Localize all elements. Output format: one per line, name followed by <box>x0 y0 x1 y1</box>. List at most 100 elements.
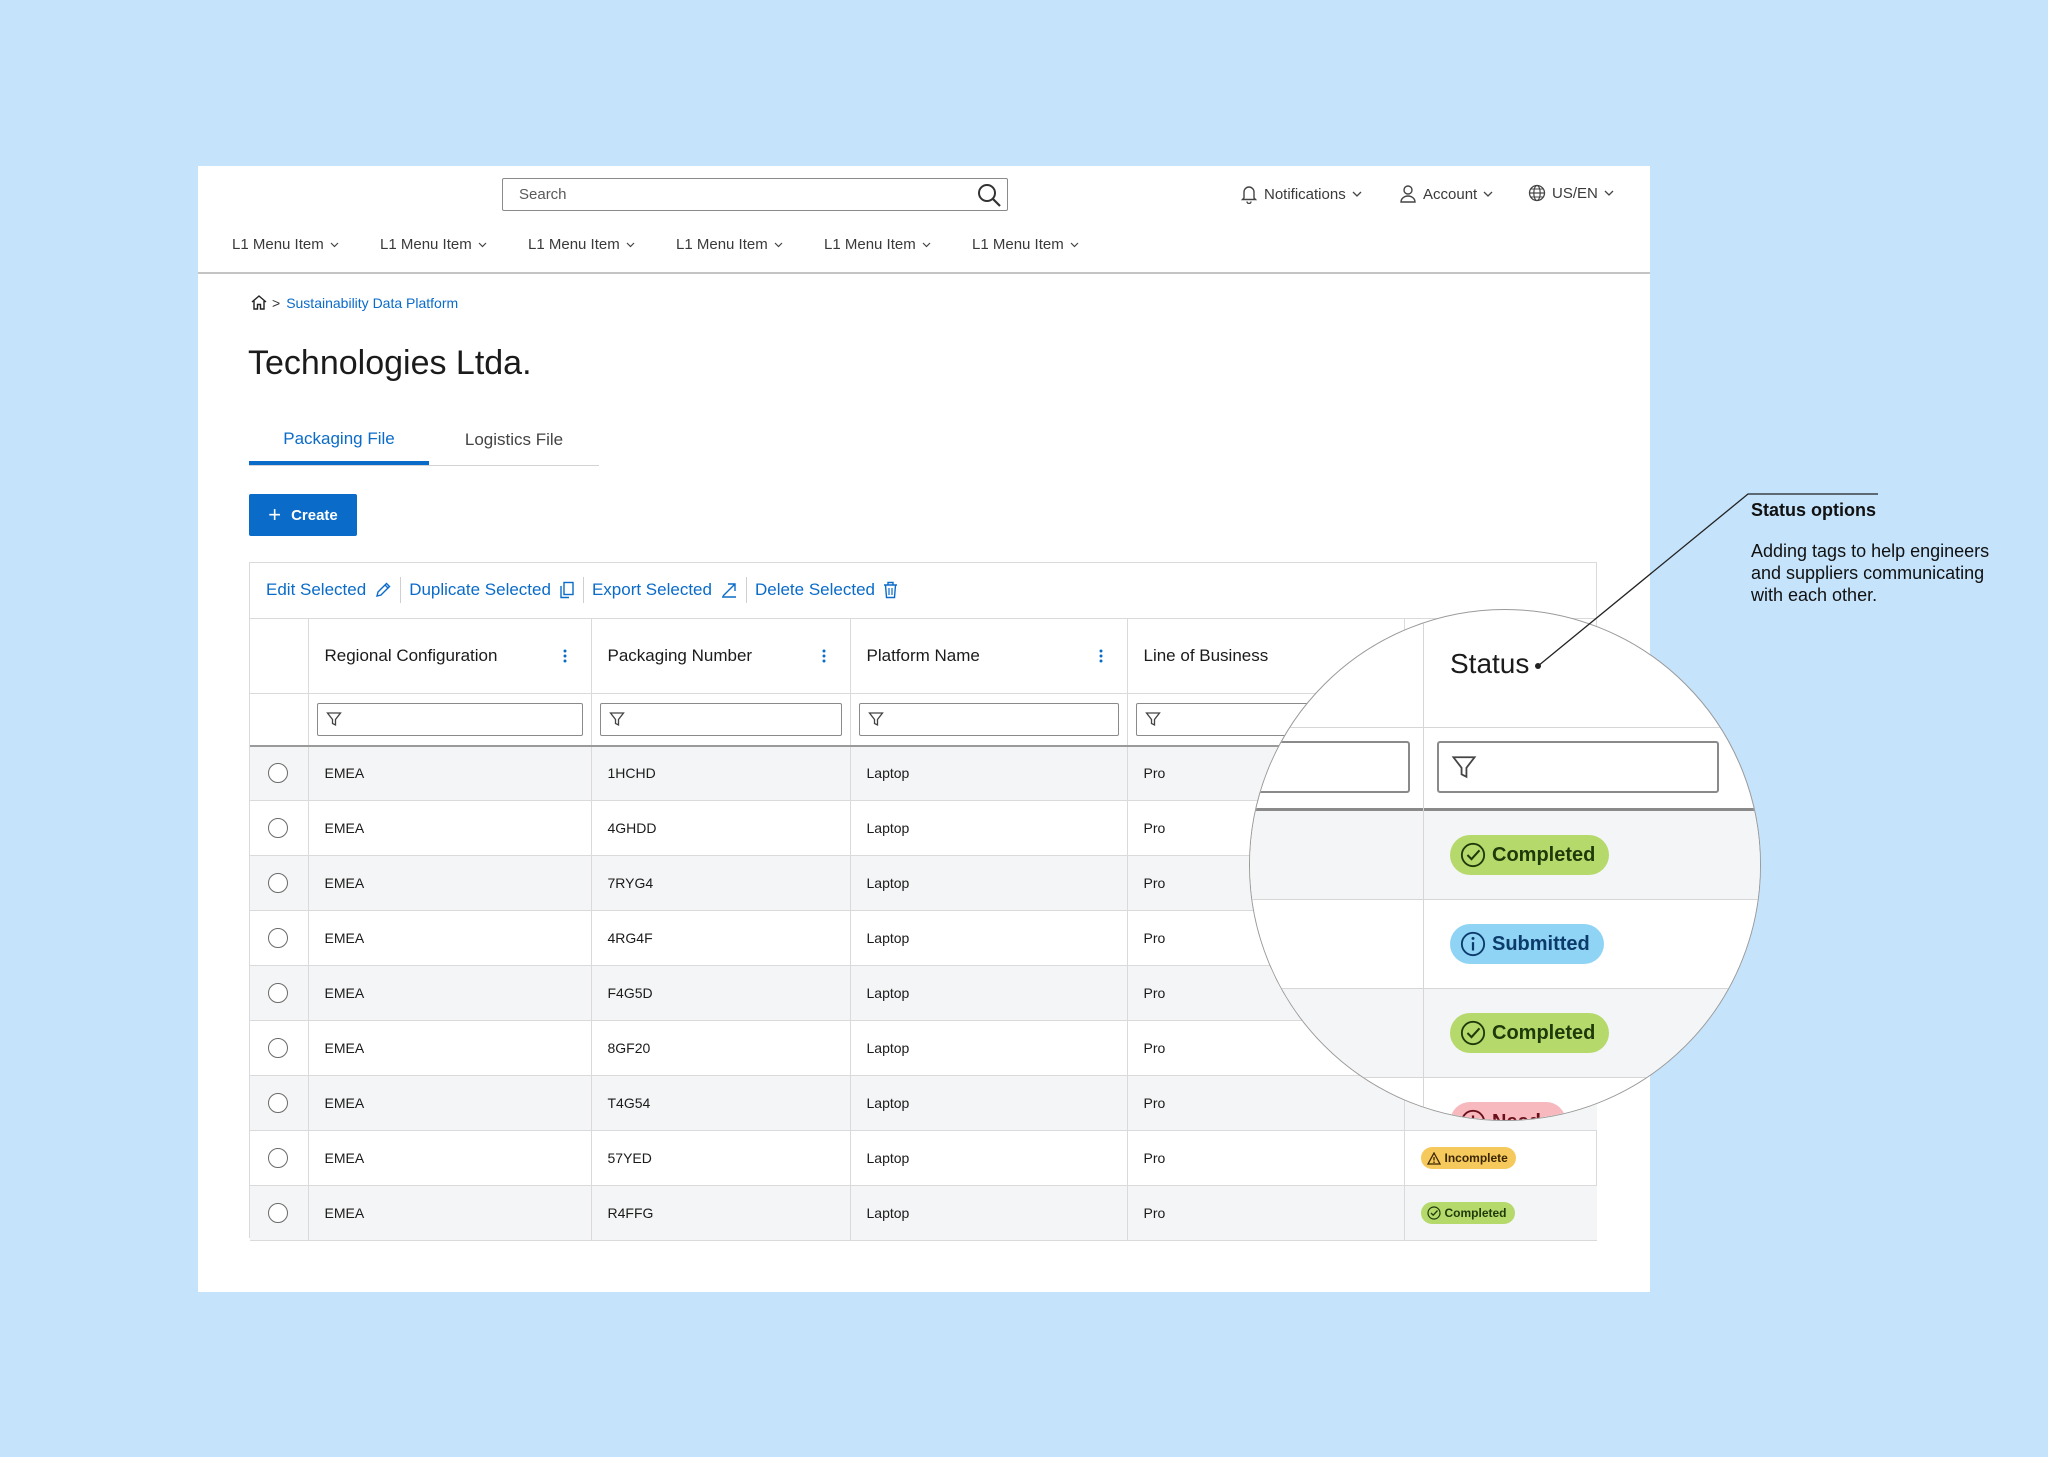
header-divider <box>198 272 1650 274</box>
column-header-regional-configuration[interactable]: Regional Configuration <box>308 618 592 694</box>
chevron-down-icon <box>1483 191 1493 197</box>
duplicate-selected-button[interactable]: Duplicate Selected <box>409 580 575 600</box>
lens-status-badge-label: Needs <box>1492 1111 1552 1121</box>
cell-packaging: 57YED <box>591 1130 851 1186</box>
nav-item[interactable]: L1 Menu Item <box>232 236 380 253</box>
notifications-menu[interactable]: Notifications <box>1240 184 1362 204</box>
nav-item-label: L1 Menu Item <box>824 236 916 253</box>
cell-business: Pro <box>1127 1130 1405 1186</box>
filter-icon <box>325 712 342 727</box>
primary-nav: L1 Menu Item L1 Menu Item L1 Menu Item L… <box>232 236 1120 253</box>
cell-platform: Laptop <box>850 745 1128 801</box>
row-radio[interactable] <box>268 1038 289 1058</box>
lens-filter-input <box>1250 741 1410 793</box>
kebab-icon[interactable] <box>563 649 567 663</box>
filter-cell <box>308 693 592 747</box>
edit-selected-button[interactable]: Edit Selected <box>266 580 392 600</box>
cell-platform: Laptop <box>850 855 1128 911</box>
row-select-cell <box>250 1185 309 1241</box>
table-row[interactable]: EMEA 57YED Laptop Pro Incomplete <box>250 1130 1597 1186</box>
tab-logistics-file[interactable]: Logistics File <box>464 430 564 449</box>
row-radio[interactable] <box>268 1203 289 1223</box>
pencil-icon <box>376 582 391 597</box>
row-radio[interactable] <box>268 818 289 838</box>
check-circle-icon <box>1460 1020 1486 1046</box>
export-selected-button[interactable]: Export Selected <box>592 580 738 600</box>
nav-item-label: L1 Menu Item <box>232 236 324 253</box>
cell-region: EMEA <box>308 800 592 856</box>
column-header-label: Platform Name <box>866 646 980 665</box>
locale-label: US/EN <box>1552 184 1598 202</box>
search-input[interactable]: Search <box>502 178 1008 211</box>
chevron-down-icon <box>922 242 931 247</box>
breadcrumb-link[interactable]: Sustainability Data Platform <box>286 294 459 311</box>
chevron-down-icon <box>478 242 487 247</box>
plus-icon: + <box>268 502 282 527</box>
cell-packaging: 4GHDD <box>591 800 851 856</box>
row-radio[interactable] <box>268 983 289 1003</box>
nav-item[interactable]: L1 Menu Item <box>380 236 528 253</box>
filter-input-packaging-number[interactable] <box>599 702 842 736</box>
duplicate-icon <box>560 581 574 599</box>
search-placeholder: Search <box>519 186 567 203</box>
cell-packaging: T4G54 <box>591 1075 851 1131</box>
breadcrumb-separator: > <box>272 294 281 311</box>
filter-icon <box>1144 712 1161 727</box>
filter-input-regional-configuration[interactable] <box>316 702 583 736</box>
nav-item[interactable]: L1 Menu Item <box>824 236 972 253</box>
nav-item[interactable]: L1 Menu Item <box>676 236 824 253</box>
row-radio[interactable] <box>268 928 289 948</box>
nav-item[interactable]: L1 Menu Item <box>972 236 1120 253</box>
chevron-down-icon <box>1352 191 1362 197</box>
create-button-label: Create <box>291 506 338 524</box>
cell-region: EMEA <box>308 1185 592 1241</box>
column-header-platform-name[interactable]: Platform Name <box>850 618 1128 694</box>
delete-selected-button[interactable]: Delete Selected <box>755 580 898 600</box>
row-radio[interactable] <box>268 1148 289 1168</box>
account-label: Account <box>1423 185 1478 203</box>
action-divider <box>400 577 402 603</box>
tab-packaging-file[interactable]: Packaging File <box>249 416 429 465</box>
row-radio[interactable] <box>268 1093 289 1113</box>
notifications-label: Notifications <box>1264 185 1346 203</box>
cell-region: EMEA <box>308 1020 592 1076</box>
locale-menu[interactable]: US/EN <box>1528 184 1614 202</box>
export-selected-label: Export Selected <box>591 580 712 599</box>
nav-item-label: L1 Menu Item <box>676 236 768 253</box>
row-select-cell <box>250 855 309 911</box>
filter-input-platform-name[interactable] <box>858 702 1119 736</box>
table-row[interactable]: EMEA R4FFG Laptop Pro Completed <box>250 1185 1597 1241</box>
create-button[interactable]: + Create <box>249 494 357 536</box>
kebab-icon[interactable] <box>822 649 826 663</box>
account-menu[interactable]: Account <box>1399 184 1493 204</box>
nav-item[interactable]: L1 Menu Item <box>528 236 676 253</box>
lens-status-badge-label: Completed <box>1492 843 1596 866</box>
column-header-label: Packaging Number <box>607 646 753 665</box>
home-icon[interactable] <box>250 294 268 311</box>
search-icon[interactable] <box>975 181 1003 209</box>
row-select-cell <box>250 910 309 966</box>
cell-packaging: 8GF20 <box>591 1020 851 1076</box>
nav-item-label: L1 Menu Item <box>380 236 472 253</box>
cell-region: EMEA <box>308 910 592 966</box>
table-row[interactable]: EMEA 1HCHD Laptop Pro <box>250 745 1597 801</box>
row-radio[interactable] <box>268 763 289 784</box>
cell-platform: Laptop <box>850 965 1128 1021</box>
cell-packaging: 7RYG4 <box>591 855 851 911</box>
cell-platform: Laptop <box>850 910 1128 966</box>
filter-cell <box>591 693 851 747</box>
row-select-cell <box>250 1130 309 1186</box>
cell-status: Completed <box>1404 1185 1597 1241</box>
cell-platform: Laptop <box>850 800 1128 856</box>
annotation-title: Status options <box>1751 500 1876 520</box>
select-column-header <box>250 618 309 694</box>
column-header-packaging-number[interactable]: Packaging Number <box>591 618 851 694</box>
breadcrumb: > Sustainability Data Platform <box>250 294 458 311</box>
status-badge-incomplete: Incomplete <box>1420 1147 1516 1169</box>
row-radio[interactable] <box>268 873 289 893</box>
lens-status-badge-submitted: Submitted <box>1450 924 1604 964</box>
status-badge-label: Incomplete <box>1444 1151 1508 1165</box>
check-circle-icon <box>1426 1206 1441 1220</box>
kebab-icon[interactable] <box>1099 649 1103 663</box>
status-badge-label: Completed <box>1444 1206 1507 1220</box>
